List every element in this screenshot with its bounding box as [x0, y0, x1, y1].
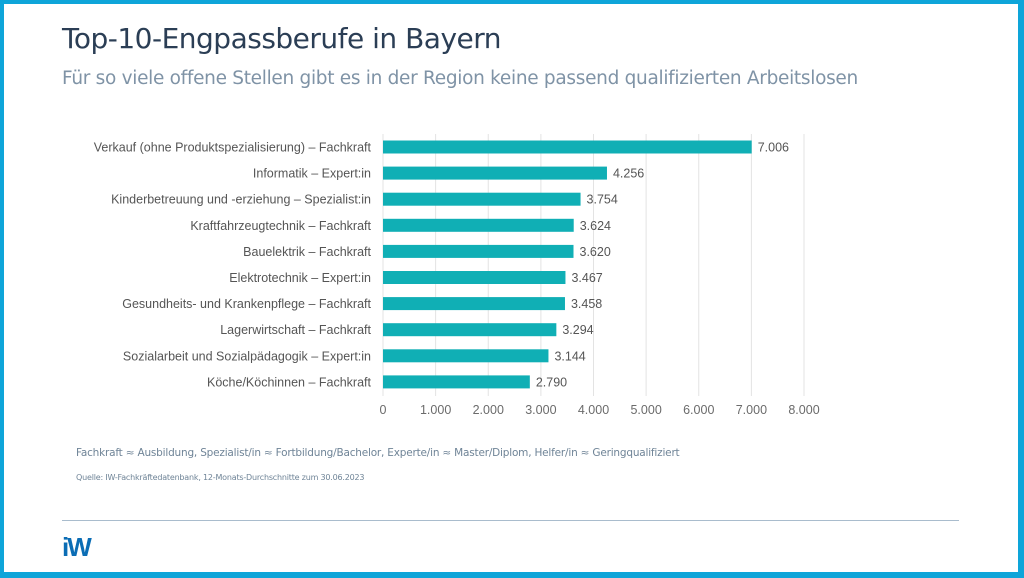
category-label: Köche/Köchinnen – Fachkraft — [207, 375, 372, 389]
page-subtitle: Für so viele offene Stellen gibt es in d… — [62, 68, 858, 89]
x-tick-label: 1.000 — [420, 403, 451, 417]
bar — [383, 323, 557, 337]
bar — [383, 297, 565, 311]
qualification-legend-note: Fachkraft ≈ Ausbildung, Spezialist/in ≈ … — [76, 447, 680, 459]
category-label: Lagerwirtschaft – Fachkraft — [220, 323, 371, 337]
x-tick-label: 6.000 — [683, 403, 714, 417]
value-label: 3.624 — [580, 219, 611, 233]
category-label: Verkauf (ohne Produktspezialisierung) – … — [94, 141, 372, 155]
footer-divider — [62, 520, 959, 521]
category-label: Kraftfahrzeugtechnik – Fachkraft — [190, 219, 371, 233]
category-labels: Verkauf (ohne Produktspezialisierung) – … — [94, 141, 372, 390]
bar — [383, 140, 752, 154]
value-label: 3.620 — [580, 245, 611, 259]
x-tick-label: 4.000 — [578, 403, 609, 417]
bar — [383, 375, 530, 389]
value-label: 3.294 — [562, 323, 593, 337]
bar-chart: Verkauf (ohne Produktspezialisierung) – … — [94, 134, 820, 417]
value-label: 4.256 — [613, 167, 644, 181]
bar — [383, 218, 574, 232]
category-label: Gesundheits- und Krankenpflege – Fachkra… — [122, 297, 371, 311]
page-title: Top-10-Engpassberufe in Bayern — [62, 22, 502, 55]
category-label: Informatik – Expert:in — [253, 167, 371, 181]
bar — [383, 192, 581, 206]
x-axis-tick-labels: 0 1.000 2.000 3.000 4.000 5.000 6.000 7.000 8.00… — [380, 403, 820, 417]
value-label: 3.467 — [571, 271, 602, 285]
slide: Top-10-Engpassberufe in Bayern Für so vi… — [4, 4, 1018, 572]
bar — [383, 271, 566, 284]
x-tick-label: 0 — [380, 403, 387, 417]
category-label: Elektrotechnik – Expert:in — [229, 271, 371, 285]
category-label: Sozialarbeit und Sozialpädagogik – Exper… — [123, 349, 371, 363]
source-note: Quelle: IW-Fachkräftedatenbank, 12-Monat… — [76, 473, 365, 482]
value-label: 7.006 — [758, 141, 789, 155]
bar — [383, 166, 607, 180]
bars — [383, 140, 752, 389]
value-label: 2.790 — [536, 375, 567, 389]
iw-logo: iW — [62, 532, 92, 562]
x-tick-label: 2.000 — [473, 403, 504, 417]
value-label: 3.144 — [554, 349, 585, 363]
value-labels: 7.006 4.256 3.754 3.624 3.620 3.467 3.458 3.294… — [536, 141, 789, 390]
value-label: 3.458 — [571, 297, 602, 311]
x-tick-label: 7.000 — [736, 403, 767, 417]
bar — [383, 244, 574, 258]
category-label: Bauelektrik – Fachkraft — [243, 245, 371, 259]
category-label: Kinderbetreuung und -erziehung – Spezial… — [111, 193, 371, 207]
x-tick-label: 3.000 — [525, 403, 556, 417]
bar — [383, 349, 549, 363]
value-label: 3.754 — [587, 193, 618, 207]
x-tick-label: 8.000 — [788, 403, 819, 417]
x-tick-label: 5.000 — [630, 403, 661, 417]
